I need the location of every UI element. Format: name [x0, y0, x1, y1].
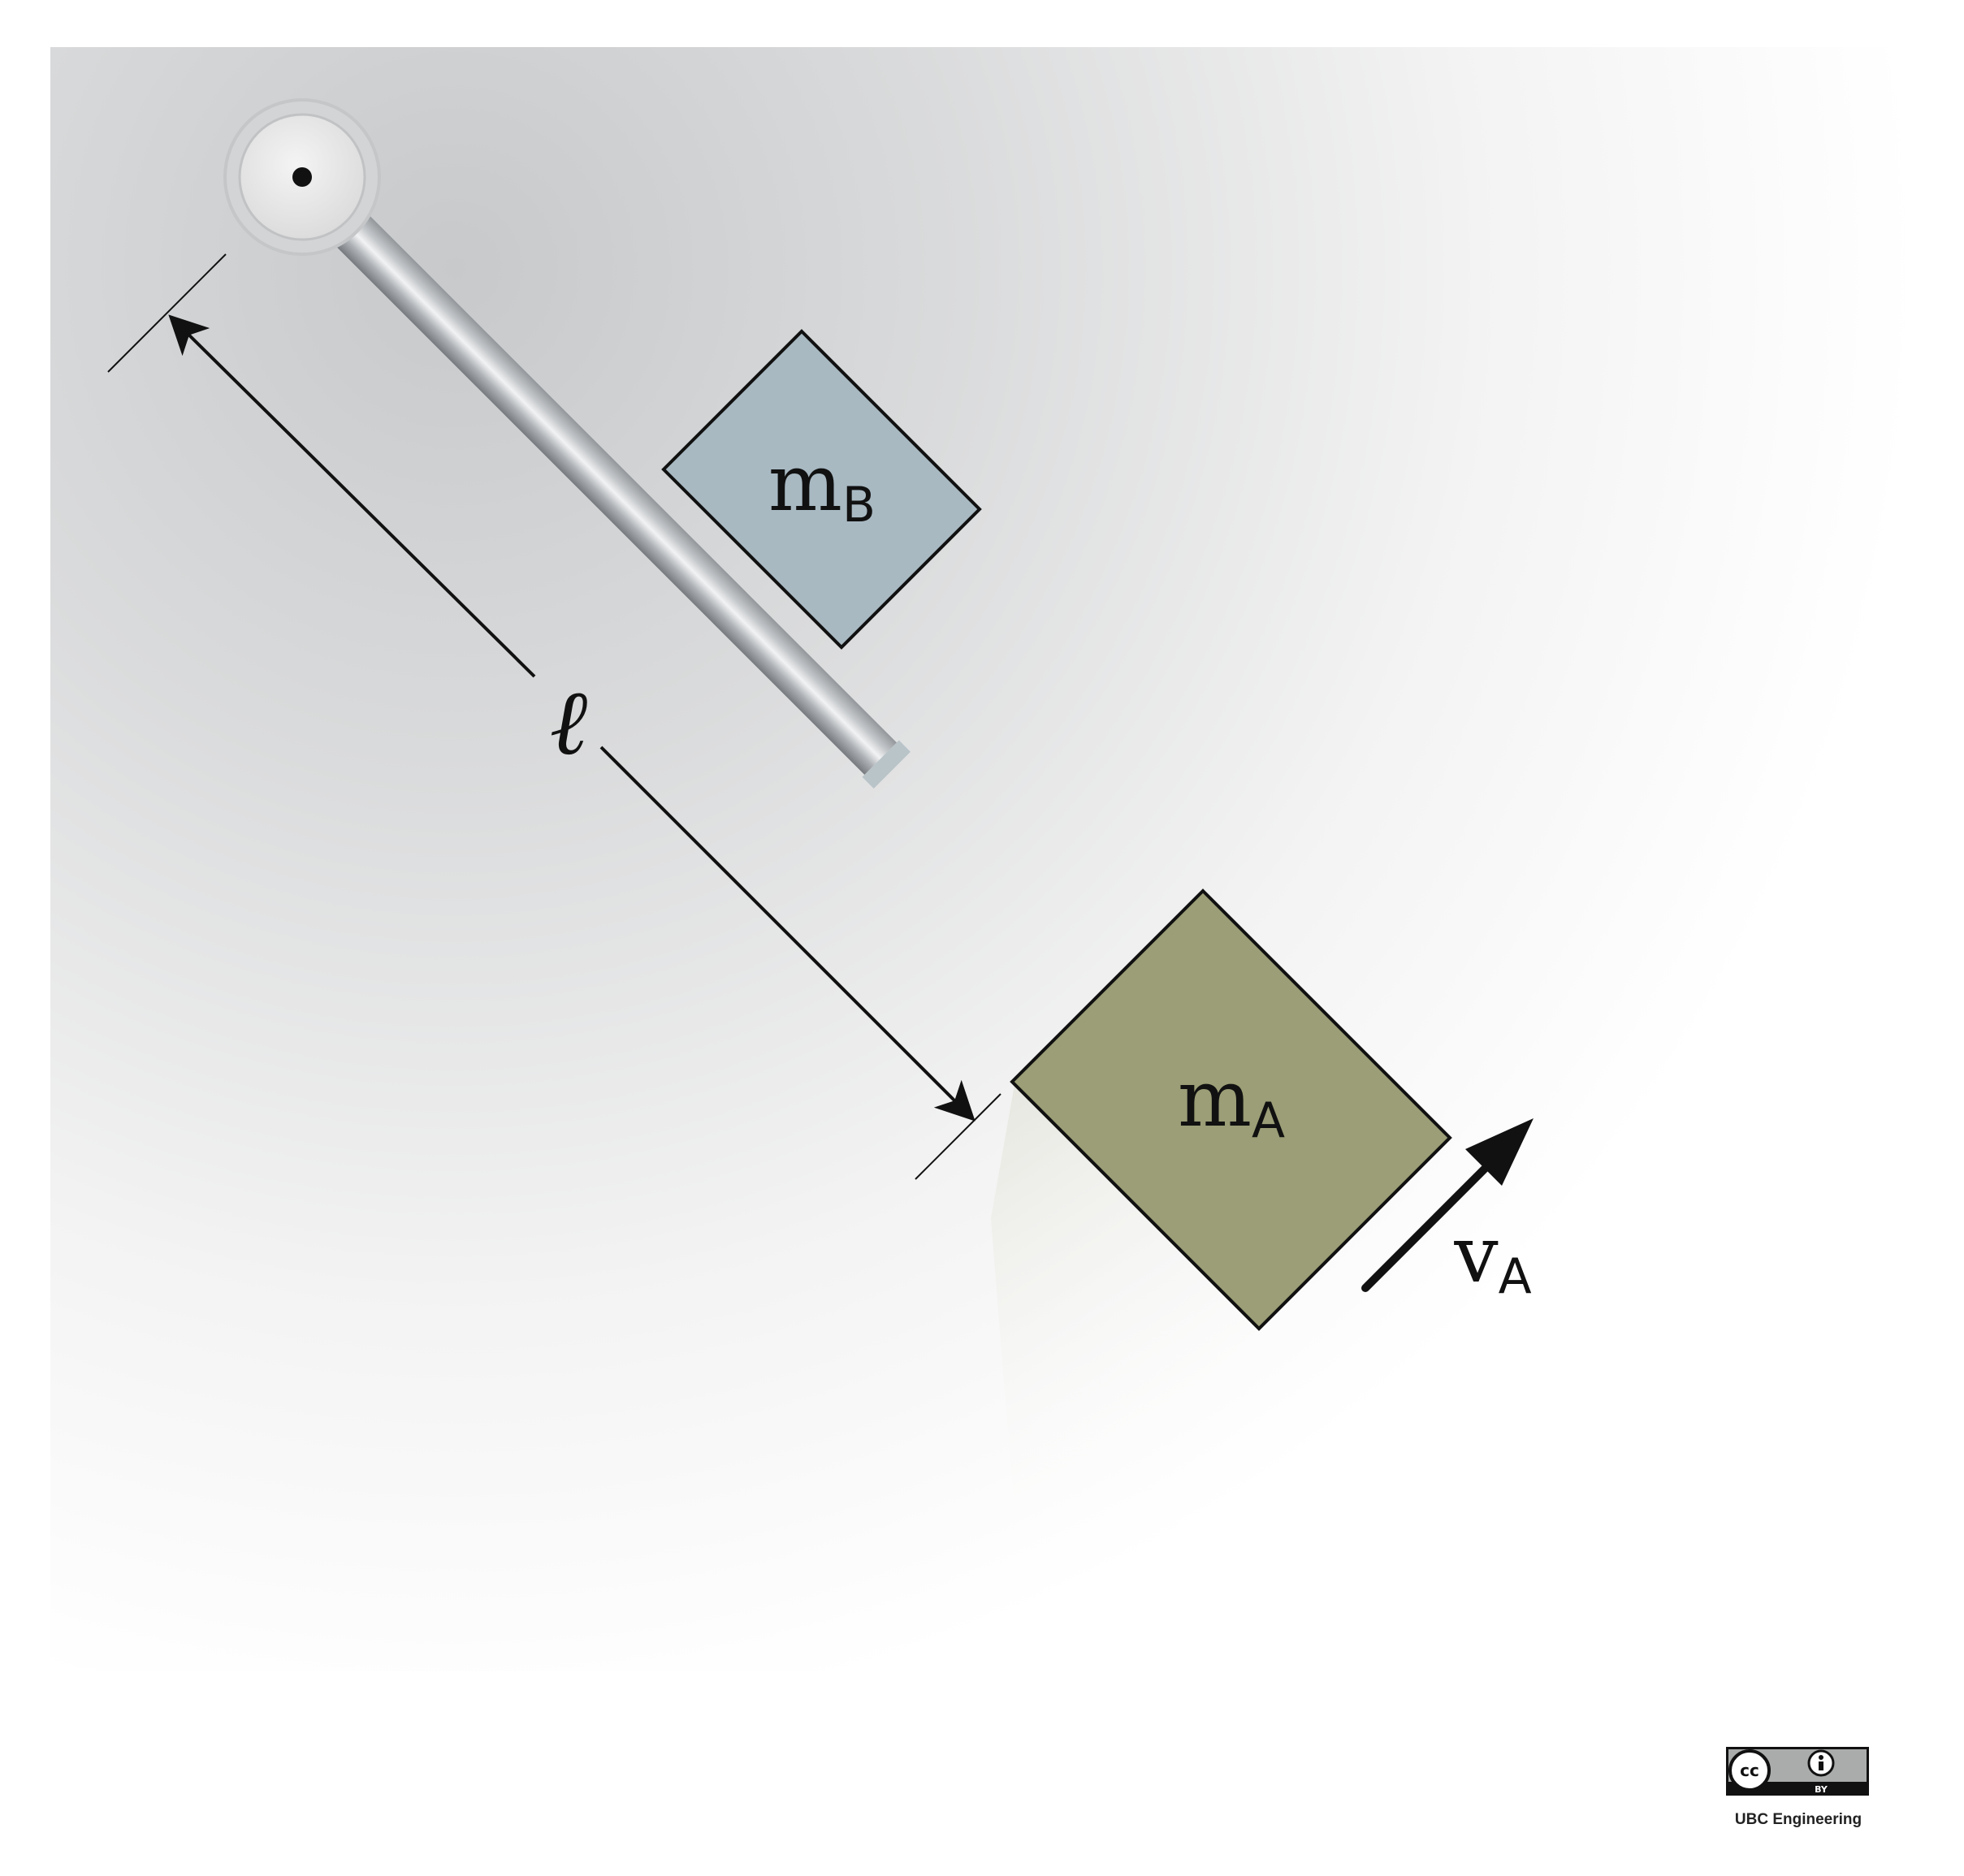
velocity-arrow-head: [1465, 1118, 1534, 1186]
length-label: ℓ: [550, 670, 588, 776]
velocity-symbol: v: [1453, 1209, 1498, 1300]
mass-a-label: mA: [1178, 1053, 1285, 1149]
cc-icon-text: cc: [1740, 1761, 1759, 1780]
velocity-arrow-shaft: [1361, 1146, 1508, 1292]
mass-b-block: mB: [661, 329, 982, 650]
by-label: BY: [1815, 1784, 1828, 1795]
mass-a-shadow: [991, 1080, 1259, 1527]
background-panel: [50, 47, 1919, 1671]
mass-b-symbol: m: [768, 438, 842, 529]
velocity-subscript: A: [1499, 1248, 1532, 1305]
velocity-arrow: vA: [1361, 1118, 1534, 1305]
velocity-label: vA: [1453, 1209, 1531, 1305]
dimension-arrow-lower: [599, 746, 976, 1122]
person-icon-body: [1819, 1761, 1823, 1770]
dimension-tick-top: [107, 253, 227, 373]
credit-label: UBC Engineering: [1735, 1811, 1862, 1828]
pivot: [223, 98, 381, 256]
length-dimension: ℓ: [107, 253, 1001, 1180]
mass-a-shape: [1010, 888, 1452, 1331]
mass-b-shape: [661, 329, 982, 650]
cc-by-badge: cc BY UBC Engineering: [1726, 1747, 1869, 1828]
mass-b-label: mB: [768, 438, 876, 534]
pivot-pin: [292, 167, 312, 187]
person-icon-head: [1819, 1755, 1823, 1760]
dimension-tick-bottom: [915, 1093, 1001, 1180]
mass-b-subscript: B: [842, 477, 876, 534]
mass-a-symbol: m: [1178, 1053, 1252, 1144]
mass-a-block: mA: [1010, 888, 1452, 1331]
cc-icon: [1728, 1749, 1771, 1792]
mass-a-subscript: A: [1252, 1092, 1285, 1149]
rod: [284, 162, 911, 789]
dimension-arrow-upper: [168, 314, 536, 678]
